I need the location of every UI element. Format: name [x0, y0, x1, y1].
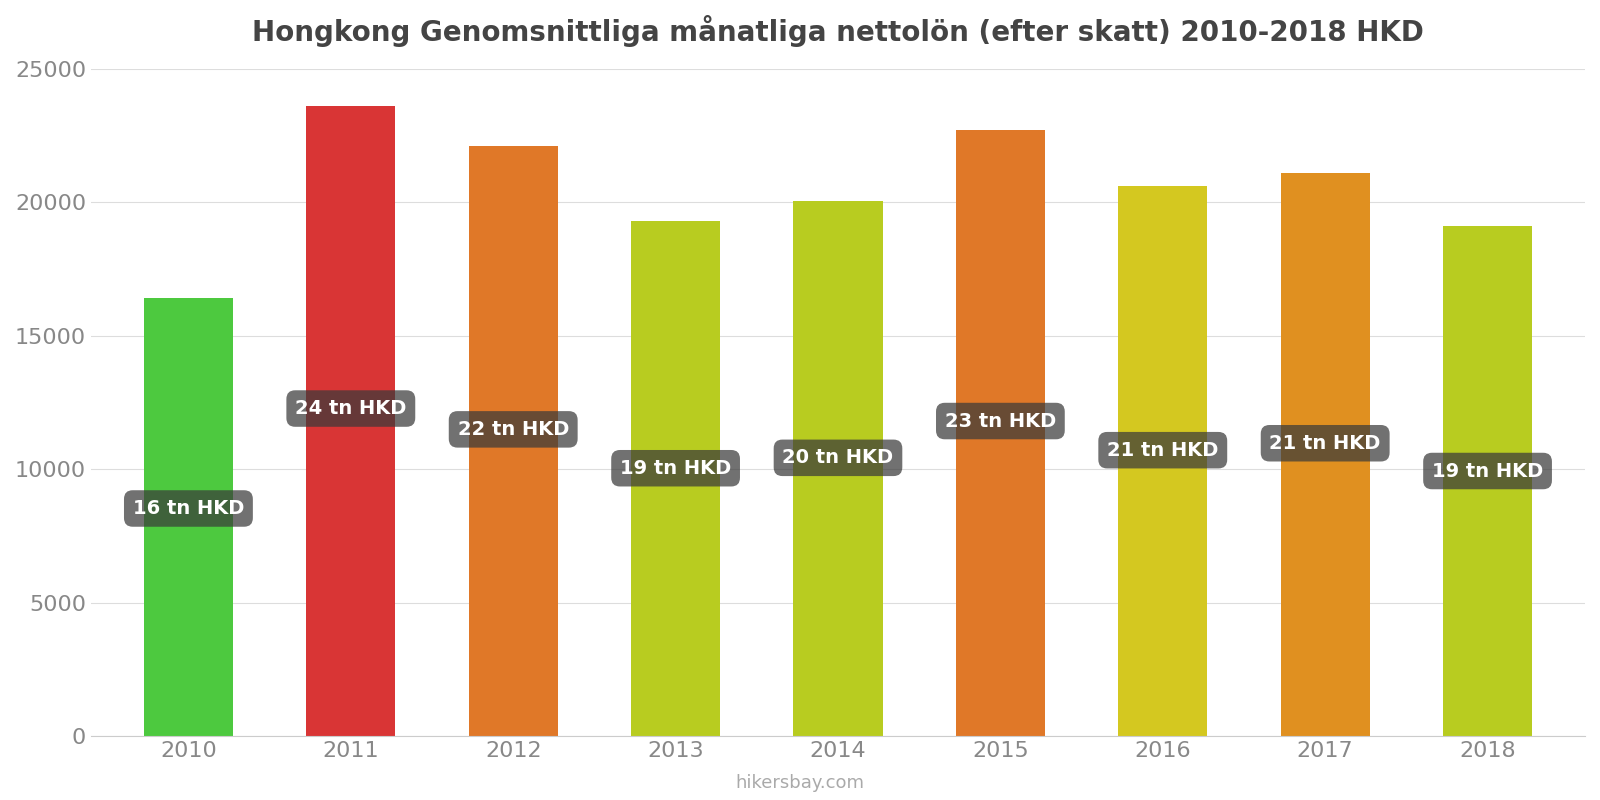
- Bar: [306, 106, 395, 736]
- Bar: [955, 130, 1045, 736]
- Text: 19 tn HKD: 19 tn HKD: [1432, 462, 1542, 481]
- Bar: [1118, 186, 1208, 736]
- Text: 20 tn HKD: 20 tn HKD: [782, 448, 893, 467]
- Title: Hongkong Genomsnittliga månatliga nettolön (efter skatt) 2010-2018 HKD: Hongkong Genomsnittliga månatliga nettol…: [253, 15, 1424, 47]
- Bar: [1280, 173, 1370, 736]
- Bar: [1443, 226, 1533, 736]
- Text: 23 tn HKD: 23 tn HKD: [944, 411, 1056, 430]
- Text: 21 tn HKD: 21 tn HKD: [1269, 434, 1381, 453]
- Text: hikersbay.com: hikersbay.com: [736, 774, 864, 792]
- Bar: [630, 221, 720, 736]
- Text: 21 tn HKD: 21 tn HKD: [1107, 441, 1219, 460]
- Text: 19 tn HKD: 19 tn HKD: [619, 458, 731, 478]
- Bar: [794, 201, 883, 736]
- Text: 24 tn HKD: 24 tn HKD: [294, 399, 406, 418]
- Bar: [469, 146, 558, 736]
- Bar: [144, 298, 234, 736]
- Text: 16 tn HKD: 16 tn HKD: [133, 499, 245, 518]
- Text: 22 tn HKD: 22 tn HKD: [458, 420, 570, 439]
